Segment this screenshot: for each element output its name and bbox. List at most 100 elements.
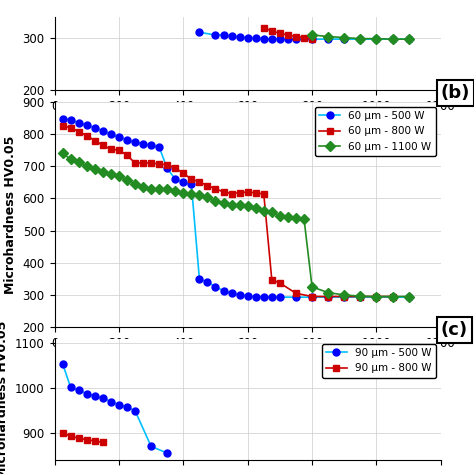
Text: (c): (c) [441, 321, 468, 339]
60 μm - 1100 W [285, 215, 291, 220]
60 μm - 800 W [60, 123, 65, 129]
60 μm - 800 W [205, 182, 210, 188]
60 μm - 500 W [100, 128, 106, 134]
60 μm - 800 W [100, 143, 106, 148]
60 μm - 500 W [181, 180, 186, 185]
Line: 60 μm - 800 W: 60 μm - 800 W [59, 123, 396, 300]
60 μm - 500 W [84, 122, 90, 128]
60 μm - 1100 W [60, 151, 65, 156]
60 μm - 800 W [374, 294, 379, 300]
Line: 90 μm - 800 W: 90 μm - 800 W [59, 429, 106, 446]
60 μm - 500 W [164, 165, 170, 171]
60 μm - 1100 W [100, 169, 106, 174]
60 μm - 1100 W [341, 292, 347, 298]
60 μm - 800 W [197, 179, 202, 185]
60 μm - 800 W [76, 128, 82, 134]
60 μm - 500 W [148, 143, 154, 148]
60 μm - 1100 W [277, 214, 283, 219]
Line: 60 μm - 500 W: 60 μm - 500 W [59, 115, 412, 301]
Text: (b): (b) [441, 84, 470, 102]
90 μm - 800 W [68, 433, 73, 439]
60 μm - 500 W [76, 120, 82, 126]
90 μm - 500 W [76, 388, 82, 393]
90 μm - 500 W [84, 391, 90, 396]
Y-axis label: Microhardness HV0.05: Microhardness HV0.05 [0, 320, 9, 474]
60 μm - 800 W [357, 294, 363, 300]
60 μm - 800 W [116, 147, 122, 153]
60 μm - 500 W [245, 293, 250, 299]
90 μm - 500 W [68, 384, 73, 390]
60 μm - 1100 W [156, 186, 162, 191]
60 μm - 500 W [116, 135, 122, 140]
60 μm - 500 W [390, 294, 395, 300]
60 μm - 500 W [60, 116, 65, 121]
60 μm - 500 W [124, 137, 130, 142]
60 μm - 1100 W [116, 173, 122, 179]
60 μm - 800 W [245, 189, 250, 195]
90 μm - 800 W [60, 430, 65, 436]
60 μm - 500 W [221, 288, 227, 293]
60 μm - 500 W [68, 117, 73, 122]
60 μm - 800 W [140, 160, 146, 166]
60 μm - 1100 W [374, 294, 379, 300]
60 μm - 800 W [124, 152, 130, 158]
60 μm - 500 W [92, 125, 98, 130]
60 μm - 800 W [181, 171, 186, 176]
60 μm - 1100 W [68, 156, 73, 162]
60 μm - 1100 W [108, 172, 114, 177]
60 μm - 500 W [173, 176, 178, 182]
60 μm - 500 W [341, 294, 347, 300]
60 μm - 800 W [84, 133, 90, 138]
60 μm - 500 W [197, 276, 202, 282]
90 μm - 500 W [92, 393, 98, 399]
60 μm - 800 W [237, 190, 243, 195]
60 μm - 800 W [229, 191, 235, 196]
90 μm - 500 W [108, 399, 114, 404]
60 μm - 500 W [132, 139, 138, 145]
60 μm - 1100 W [221, 200, 227, 206]
60 μm - 1100 W [140, 184, 146, 190]
60 μm - 500 W [189, 181, 194, 187]
60 μm - 500 W [205, 279, 210, 285]
60 μm - 800 W [68, 125, 73, 130]
90 μm - 500 W [60, 361, 65, 366]
60 μm - 500 W [374, 294, 379, 300]
90 μm - 800 W [92, 438, 98, 444]
60 μm - 500 W [140, 141, 146, 146]
60 μm - 1100 W [253, 205, 258, 211]
90 μm - 800 W [76, 436, 82, 441]
60 μm - 500 W [108, 131, 114, 137]
60 μm - 800 W [277, 280, 283, 286]
60 μm - 1100 W [181, 190, 186, 195]
60 μm - 1100 W [173, 189, 178, 194]
60 μm - 800 W [261, 191, 266, 197]
60 μm - 1100 W [269, 209, 274, 215]
60 μm - 500 W [293, 294, 299, 300]
60 μm - 800 W [390, 294, 395, 300]
60 μm - 1100 W [390, 294, 395, 300]
60 μm - 500 W [406, 294, 411, 300]
60 μm - 800 W [156, 161, 162, 167]
60 μm - 800 W [148, 160, 154, 166]
60 μm - 1100 W [164, 187, 170, 192]
60 μm - 800 W [221, 189, 227, 195]
Y-axis label: Microhardness HV0.05: Microhardness HV0.05 [4, 135, 17, 294]
X-axis label: Distance from the surface [μm]: Distance from the surface [μm] [137, 118, 358, 131]
90 μm - 800 W [84, 437, 90, 443]
60 μm - 800 W [164, 162, 170, 167]
60 μm - 800 W [213, 186, 219, 191]
60 μm - 800 W [92, 137, 98, 143]
60 μm - 1100 W [132, 181, 138, 187]
60 μm - 800 W [341, 294, 347, 300]
60 μm - 1100 W [309, 284, 315, 290]
60 μm - 500 W [261, 294, 266, 300]
90 μm - 500 W [124, 405, 130, 410]
60 μm - 800 W [309, 294, 315, 300]
X-axis label: Distance from the surface [μm]: Distance from the surface [μm] [137, 356, 358, 368]
60 μm - 1100 W [84, 164, 90, 169]
60 μm - 1100 W [92, 166, 98, 172]
60 μm - 1100 W [237, 202, 243, 208]
60 μm - 800 W [132, 160, 138, 166]
60 μm - 800 W [269, 277, 274, 283]
60 μm - 800 W [189, 176, 194, 182]
